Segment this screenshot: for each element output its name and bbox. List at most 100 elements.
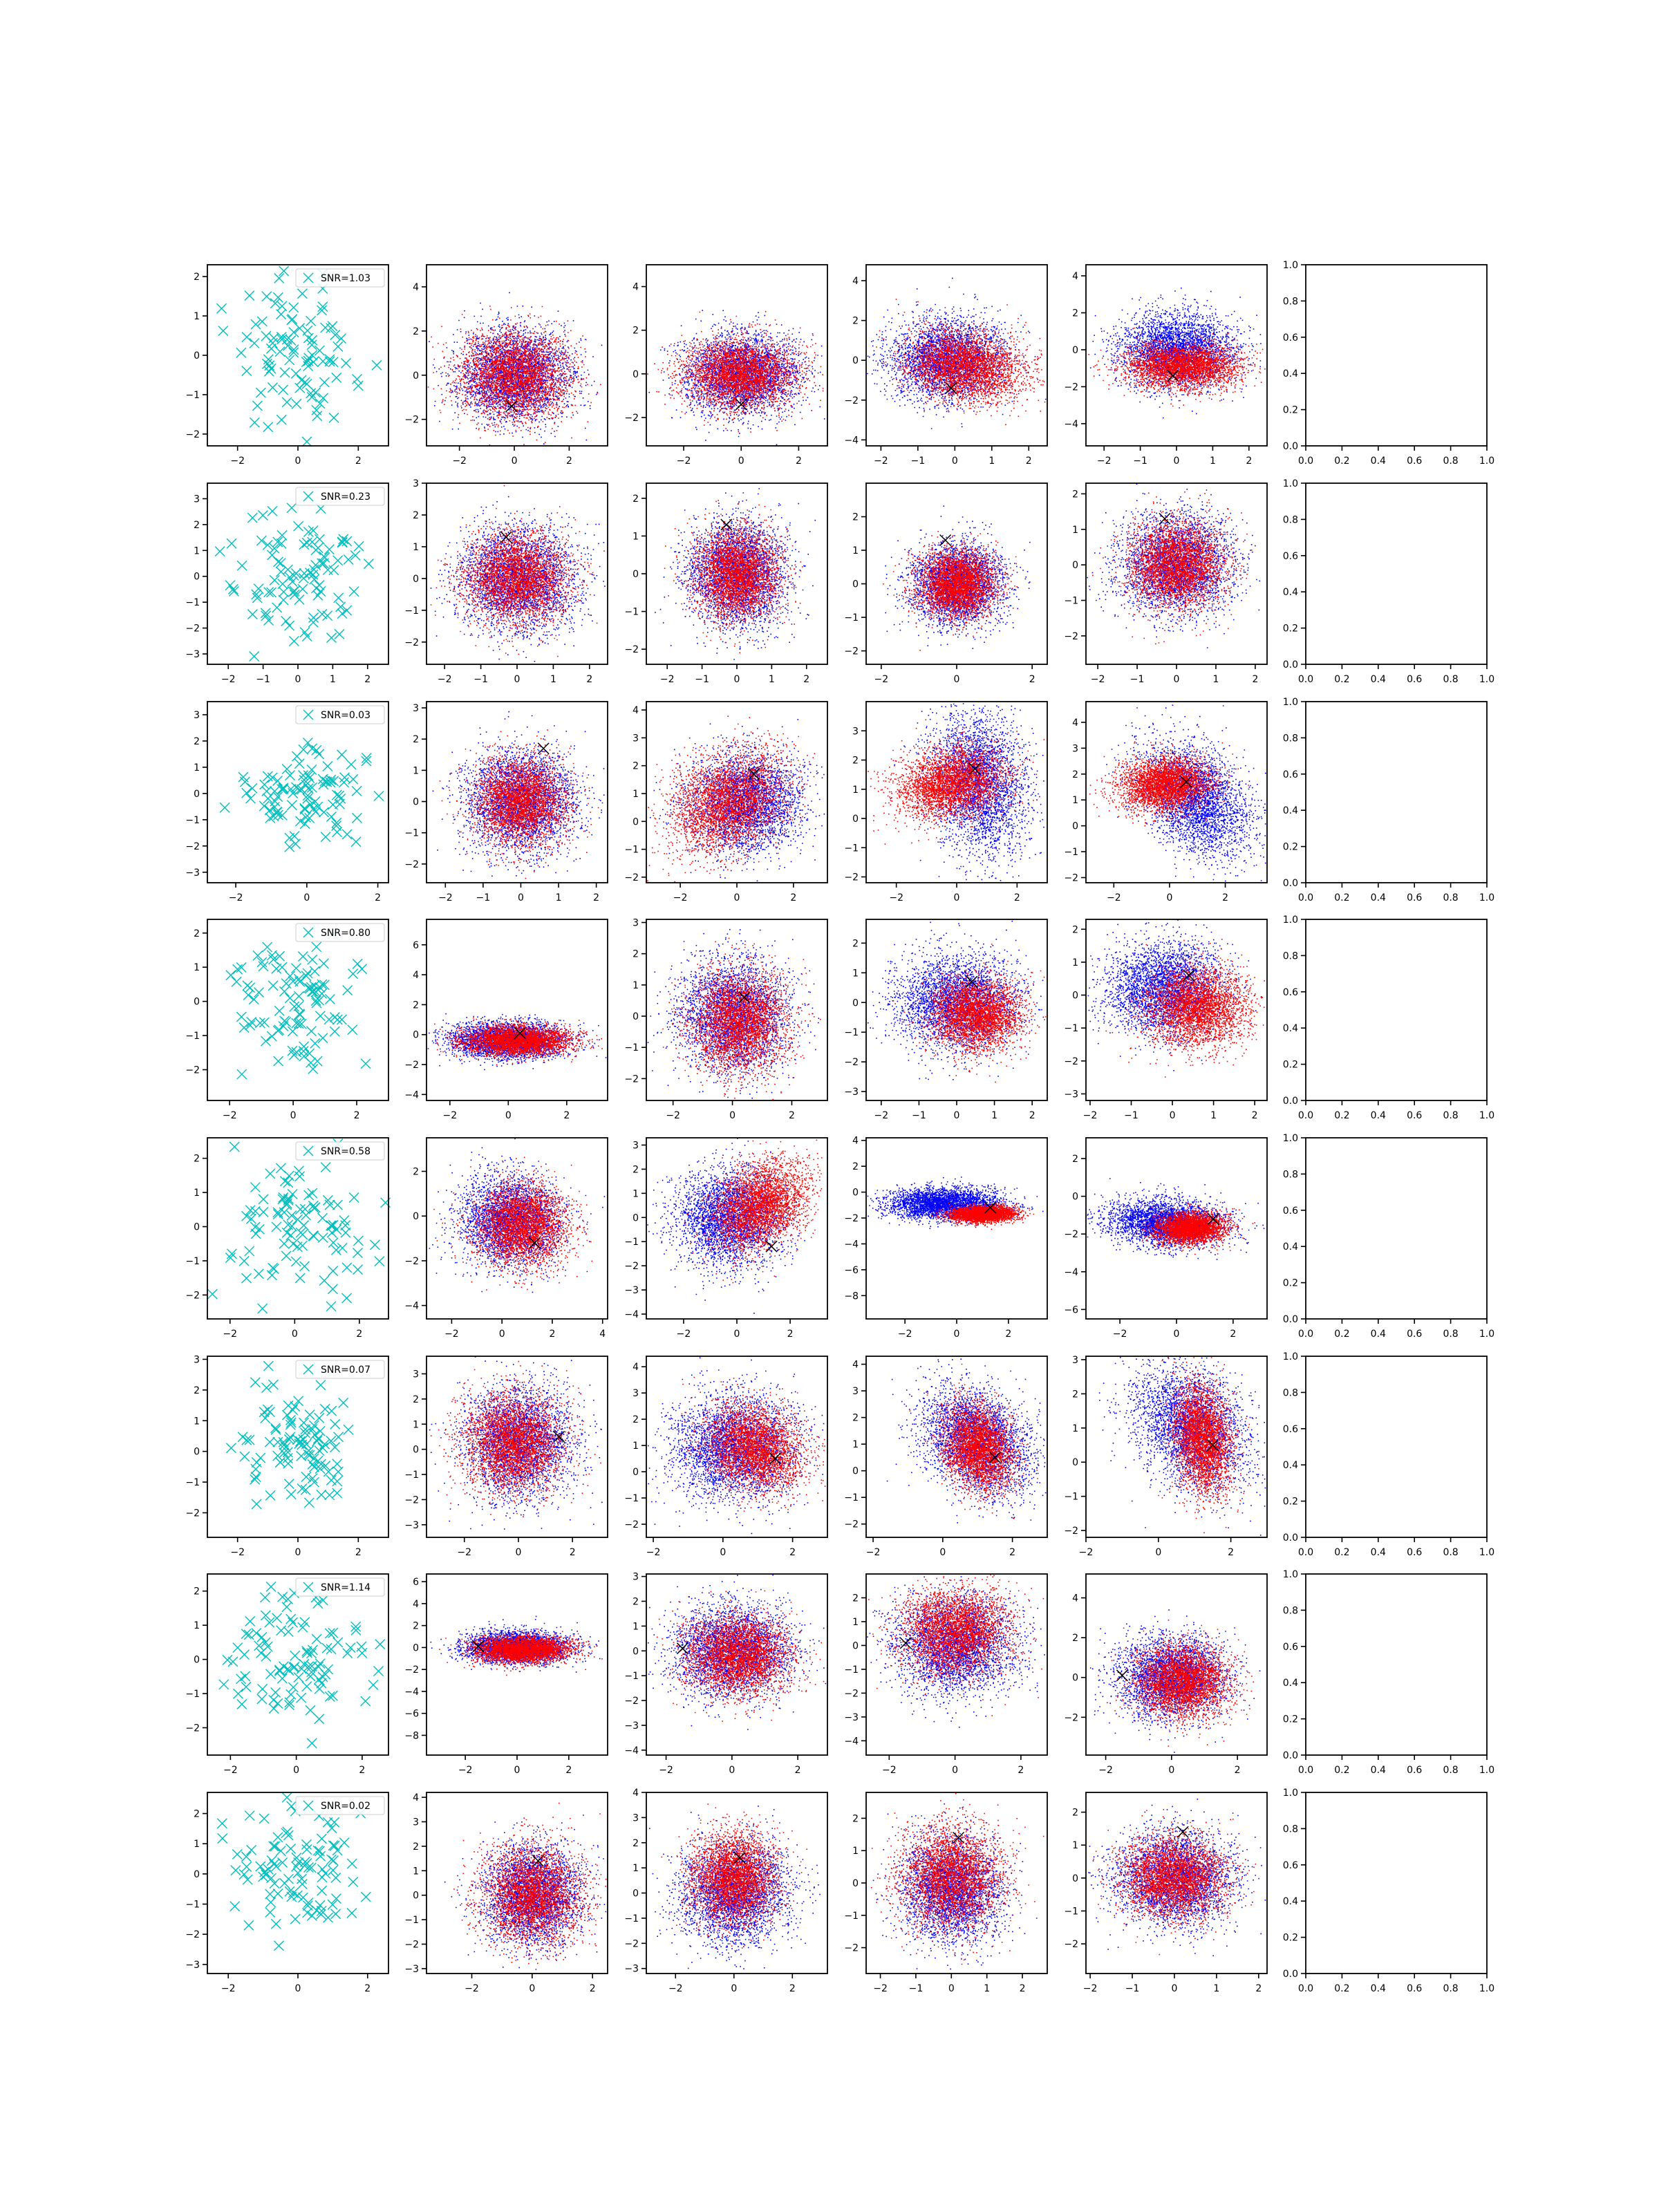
row2-target-ytick-label-2: −1 [185,815,200,826]
row6-empty-xtick-label-4: 0.8 [1443,1765,1458,1776]
row5-col3-xtick-label-1: 0 [939,1547,946,1558]
row5-col1-frame [427,1356,608,1537]
row3-target-point-85 [348,1025,357,1035]
row2-col1-ytick-label-1: −1 [404,828,419,839]
row4-col2-xtick-label-0: −2 [677,1329,691,1340]
row7-empty-ytick-label-3: 0.6 [1283,1860,1298,1871]
row2-col1-ytick-label-2: 0 [413,797,419,808]
row3-target-xtick-label-2: 2 [354,1110,360,1121]
row2-empty-panel: 0.0 0.2 0.4 0.6 0.8 1.00.00.20.40.60.81.0 [1283,697,1494,903]
row4-col2-xtick-label-1: 0 [734,1329,740,1340]
row6-target-point-76 [258,1684,268,1694]
row2-col3-red-points [868,720,1044,844]
row3-target-point-26 [268,981,278,991]
row2-col1-ytick-label-5: 3 [413,703,419,714]
row0-target-point-37 [264,366,274,376]
row1-target-ytick-label-3: 0 [194,572,200,583]
row1-target-point-9 [252,593,262,603]
row0-col1-ytick-label-2: 2 [413,326,419,337]
row6-target-point-73 [257,1632,267,1642]
row4-col4-xtick-label-2: 2 [1230,1329,1236,1340]
row4-target-point-23 [349,1193,359,1203]
row2-col2-red-points [647,716,815,881]
row4-target-point-53 [342,1263,352,1273]
row3-target-point-82 [249,995,259,1004]
row5-target-legend: SNR=0.07 [296,1360,384,1378]
row6-col4-ytick-label-1: 0 [1072,1673,1078,1684]
row1-empty-ytick-label-2: 0.4 [1283,587,1298,598]
row4-col4-panel: −2 0 2−6−4−202 [1064,1138,1267,1340]
row3-empty-xtick-label-4: 0.8 [1443,1110,1458,1121]
row0-target-point-19 [266,364,276,373]
row3-col3-ytick-label-0: −3 [844,1087,859,1098]
row7-target-point-22 [290,1914,300,1924]
row3-col3-ytick-label-5: 2 [852,938,859,949]
row6-col3-ytick-label-5: 1 [852,1617,859,1628]
row0-target-ytick-label-1: −1 [185,390,200,401]
row5-target-point-30 [326,1475,336,1485]
row7-col3-xtick-label-1: −1 [909,1983,924,1994]
row3-target-point-81 [310,966,319,976]
row4-target-point-74 [287,1211,297,1221]
row7-col2-xtick-label-1: 0 [731,1983,737,1994]
row4-col3-ytick-label-4: 0 [852,1188,859,1199]
row2-col4-ytick-label-6: 4 [1072,718,1078,729]
row2-col3-ytick-label-0: −2 [844,872,859,883]
row3-target-point-39 [277,962,287,972]
row5-target-xtick-label-1: 0 [295,1547,301,1558]
row0-target-point-21 [288,315,297,324]
row5-empty-xtick-label-5: 1.0 [1479,1547,1494,1558]
row7-target-point-23 [348,1877,358,1886]
row2-col1-red-points [440,730,599,879]
row3-target-point-21 [318,1033,328,1043]
row2-target-point-94 [242,788,252,798]
row4-target-xtick-label-1: 0 [292,1329,298,1340]
row1-empty-ytick-label-4: 0.8 [1283,514,1298,525]
row4-target-point-28 [353,1265,363,1275]
row5-target-ytick-label-0: −2 [185,1508,200,1519]
row0-empty-xtick-label-4: 0.8 [1443,456,1458,467]
row1-col1-ytick-label-2: 0 [413,574,419,585]
row1-col1-xtick-label-3: 1 [550,674,556,685]
row2-target-point-11 [352,786,362,796]
row0-target-point-7 [289,303,299,312]
row7-col4-xtick-label-2: 0 [1171,1983,1177,1994]
row2-target-point-41 [348,774,358,784]
row6-col1-ytick-label-5: 2 [413,1621,419,1632]
row5-target-point-34 [294,1396,303,1406]
row5-target-point-25 [265,1490,275,1500]
row6-target-point-95 [312,1634,321,1644]
row3-target-point-38 [236,962,246,972]
row5-target-point-12 [330,1419,340,1429]
row5-col3-xtick-label-2: 2 [1009,1547,1015,1558]
row3-target-point-1 [291,964,301,973]
row3-target-point-93 [254,988,264,997]
row1-target-point-49 [247,513,257,523]
row1-col3-ytick-label-4: 2 [852,512,859,523]
row0-col2-ytick-label-2: 2 [632,326,639,337]
row1-target-point-67 [335,629,344,639]
row6-target-point-70 [374,1666,384,1676]
row2-target-point-25 [339,778,348,787]
row6-col1-ytick-label-2: −4 [404,1687,419,1698]
row6-target-legend: SNR=1.14 [296,1578,384,1596]
row7-target-point-91 [247,1845,256,1855]
row3-empty-xtick-label-5: 1.0 [1479,1110,1494,1121]
row1-target-point-27 [258,510,268,520]
row2-target-point-55 [287,800,297,810]
row1-empty-ytick-label-1: 0.2 [1283,624,1298,635]
row2-col1-xtick-label-1: −1 [476,892,491,903]
row7-target-point-19 [292,1862,301,1871]
row7-target-point-63 [347,1909,357,1918]
row4-col1-xtick-label-2: 2 [549,1329,555,1340]
row4-target-point-30 [319,1276,329,1286]
row4-target-point-29 [321,1163,330,1172]
row4-target-point-37 [318,1213,328,1223]
